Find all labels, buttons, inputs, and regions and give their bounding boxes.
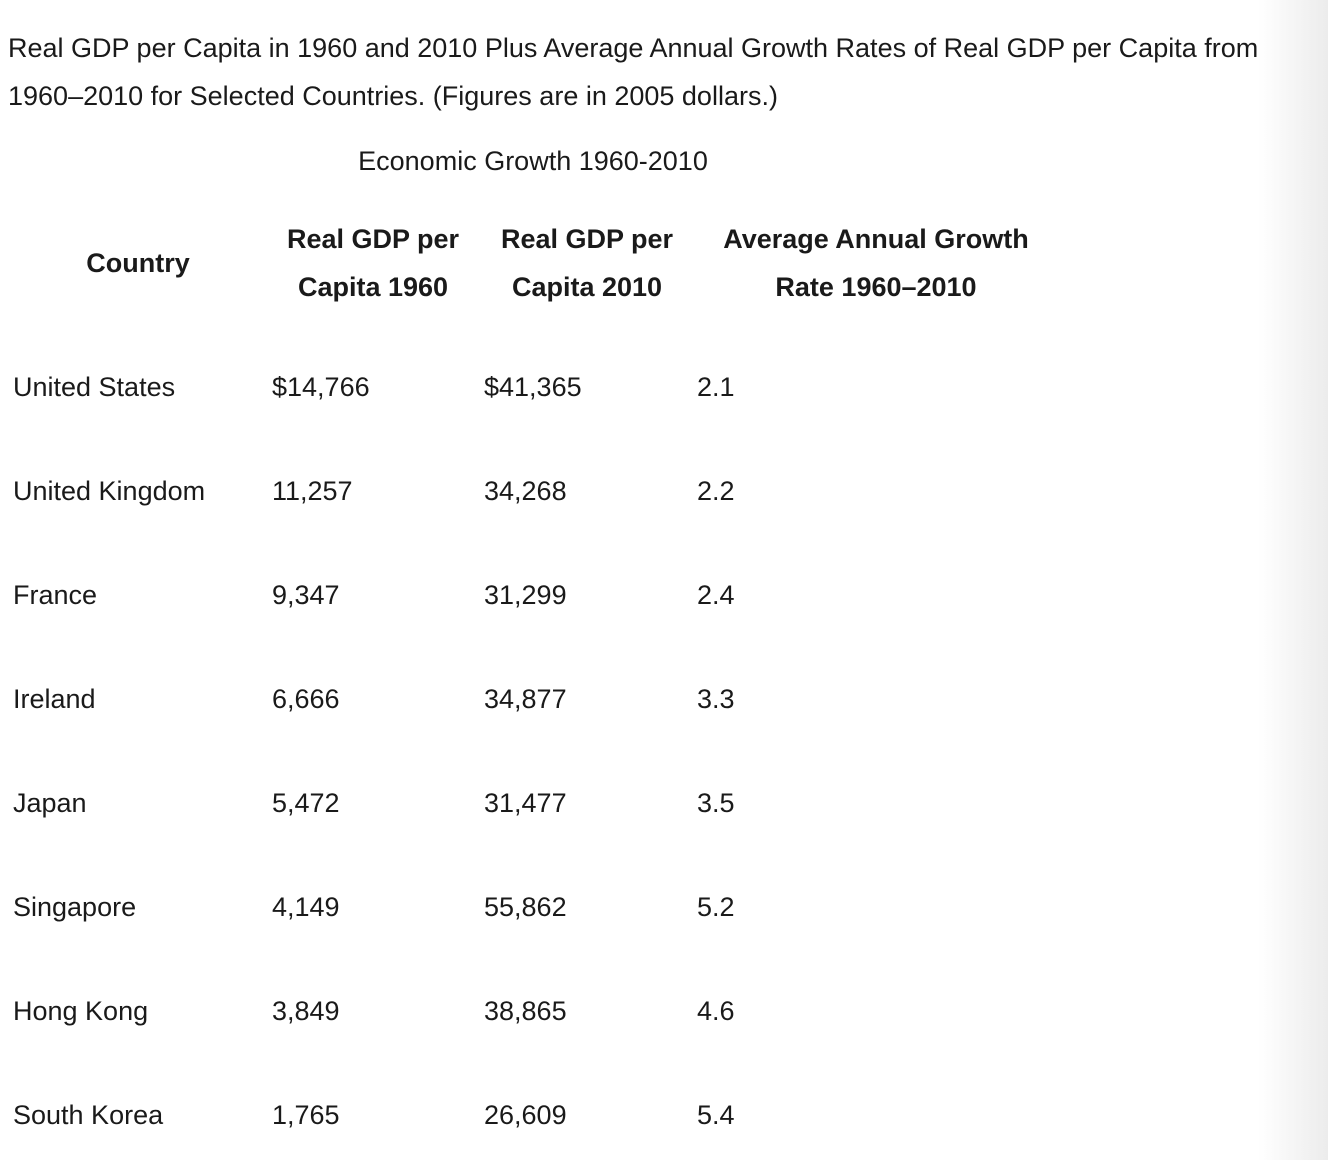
country-cell: United Kingdom xyxy=(13,476,206,506)
country-cell: Hong Kong xyxy=(13,996,149,1026)
growth-rate-cell: 2.2 xyxy=(697,476,735,506)
page-edge-shadow xyxy=(1258,0,1328,1160)
gdp-2010-cell: 34,877 xyxy=(484,684,567,714)
header-gdp-1960: Real GDP per Capita 1960 xyxy=(286,224,460,302)
growth-rate-cell: 5.4 xyxy=(697,1100,735,1130)
growth-rate-cell: 2.4 xyxy=(697,580,735,610)
table-title: Real GDP per Capita in 1960 and 2010 Plu… xyxy=(8,33,1259,111)
gdp-2010-cell: 55,862 xyxy=(484,892,567,922)
growth-rate-cell: 2.1 xyxy=(697,372,735,402)
country-cell: United States xyxy=(13,372,176,402)
gdp-1960-cell: $14,766 xyxy=(272,372,370,402)
gdp-1960-cell: 4,149 xyxy=(272,892,340,922)
gdp-1960-cell: 6,666 xyxy=(272,684,340,714)
gdp-2010-cell: 38,865 xyxy=(484,996,567,1026)
gdp-1960-cell: 9,347 xyxy=(272,580,340,610)
gdp-2010-cell: $41,365 xyxy=(484,372,582,402)
gdp-1960-cell: 1,765 xyxy=(272,1100,340,1130)
gdp-2010-cell: 31,477 xyxy=(484,788,567,818)
header-gdp-2010: Real GDP per Capita 2010 xyxy=(500,224,674,302)
country-cell: France xyxy=(13,580,98,610)
header-growth-rate: Average Annual Growth Rate 1960–2010 xyxy=(723,224,1029,302)
country-cell: Ireland xyxy=(13,684,96,714)
table-caption: Economic Growth 1960-2010 xyxy=(358,146,708,176)
growth-rate-cell: 4.6 xyxy=(697,996,735,1026)
growth-rate-cell: 3.3 xyxy=(697,684,735,714)
gdp-1960-cell: 5,472 xyxy=(272,788,340,818)
country-cell: Singapore xyxy=(13,892,137,922)
gdp-1960-cell: 11,257 xyxy=(272,476,353,506)
gdp-2010-cell: 26,609 xyxy=(484,1100,567,1130)
growth-rate-cell: 3.5 xyxy=(697,788,735,818)
country-cell: South Korea xyxy=(13,1100,164,1130)
gdp-2010-cell: 31,299 xyxy=(484,580,567,610)
header-country: Country xyxy=(86,248,190,278)
country-cell: Japan xyxy=(13,788,87,818)
gdp-2010-cell: 34,268 xyxy=(484,476,567,506)
growth-rate-cell: 5.2 xyxy=(697,892,735,922)
gdp-1960-cell: 3,849 xyxy=(272,996,340,1026)
